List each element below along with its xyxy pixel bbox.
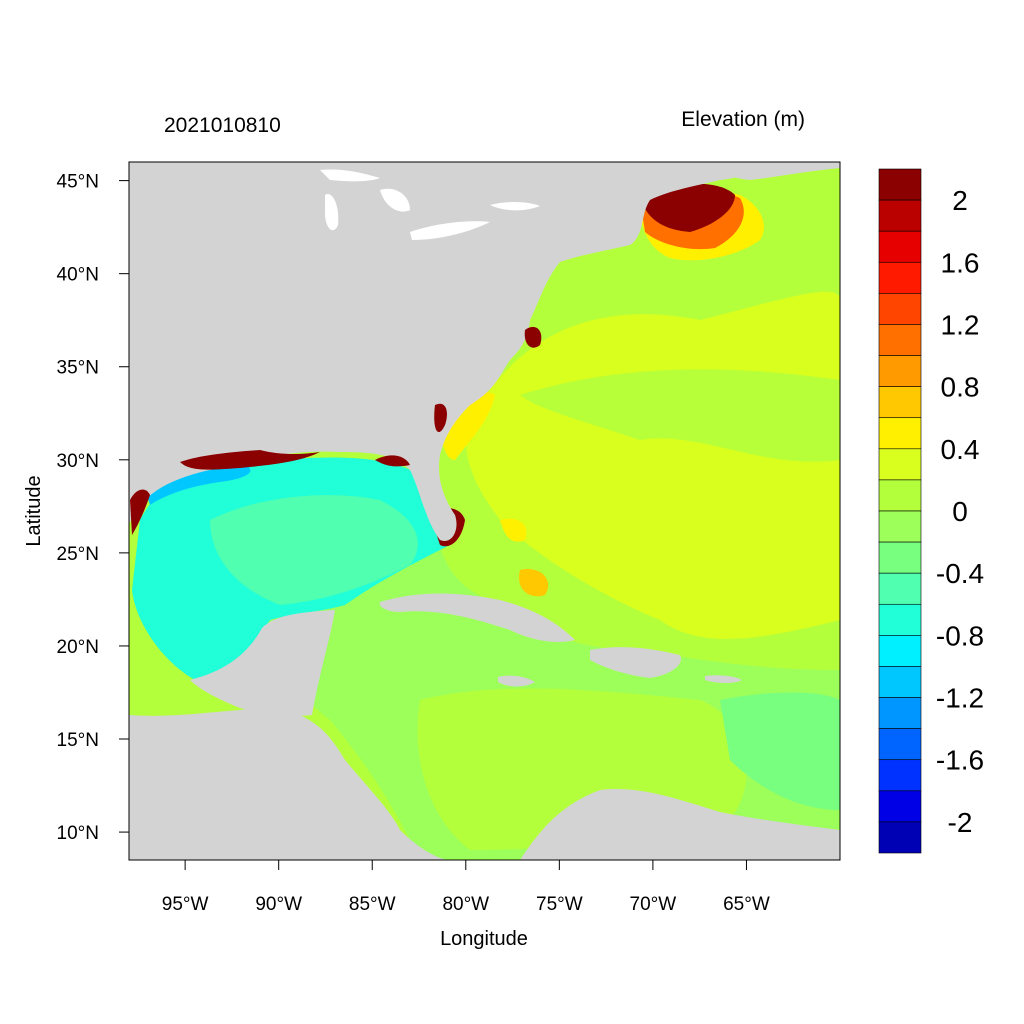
coastal-inundation xyxy=(130,326,542,535)
jamaica-land xyxy=(498,675,535,687)
bahamas-bank-positive xyxy=(519,569,549,597)
colorbar-swatch xyxy=(878,697,922,729)
x-axis-title: Longitude xyxy=(440,928,528,950)
y-tick-label: 35°N xyxy=(57,358,99,379)
colorbar-swatch xyxy=(878,572,922,605)
gulf-coast-inundation xyxy=(180,450,320,470)
lake-huron xyxy=(380,188,410,212)
colorbar-swatch xyxy=(878,417,922,450)
lake-erie xyxy=(410,221,490,240)
colorbar-swatch xyxy=(878,728,922,761)
colorbar-swatch xyxy=(878,510,922,543)
y-axis-ticks: 45°N 40°N 35°N 30°N 25°N 20°N 15°N 10°N xyxy=(57,172,129,844)
colorbar-swatch xyxy=(878,821,922,854)
colorbar-swatch xyxy=(878,666,922,698)
lake-michigan xyxy=(325,194,339,231)
y-tick-label: 40°N xyxy=(57,265,99,286)
atlantic-band xyxy=(520,369,840,462)
colorbar-swatch xyxy=(878,293,922,325)
colorbar-swatch xyxy=(878,355,922,387)
x-tick-label: 95°W xyxy=(162,894,209,915)
eastern-caribbean-zone xyxy=(720,692,840,810)
y-tick-label: 30°N xyxy=(57,451,99,472)
colorbar-swatch xyxy=(878,261,922,294)
colorbar-swatch xyxy=(878,603,922,636)
map-plot-area xyxy=(129,162,840,860)
southeast-coast-inundation xyxy=(434,403,447,433)
colorbar-swatch xyxy=(878,541,922,574)
bahamas-positive xyxy=(500,518,527,542)
gulf-of-maine-core xyxy=(640,183,735,232)
timestamp-title: 2021010810 xyxy=(164,114,281,137)
central-america-land xyxy=(129,705,450,860)
x-tick-label: 70°W xyxy=(630,894,677,915)
colorbar-swatch xyxy=(878,168,922,201)
y-tick-label: 10°N xyxy=(57,823,99,844)
colorbar-swatch xyxy=(878,230,922,263)
colorbar-swatch xyxy=(878,790,922,823)
maritimes-land xyxy=(700,162,840,180)
colorbar: 2 1.6 1.2 0.8 0.4 0 -0.4 -0.8 -1.2 -1.6 -2 xyxy=(878,168,984,854)
colorbar-swatch xyxy=(878,199,922,232)
x-tick-label: 65°W xyxy=(723,894,770,915)
x-axis-ticks: 95°W 90°W 85°W 80°W 75°W 70°W 65°W xyxy=(162,860,770,915)
colorbar-label: -0.8 xyxy=(936,620,984,651)
colorbar-swatch xyxy=(878,759,922,792)
y-tick-label: 45°N xyxy=(57,172,99,193)
florida-panhandle-inundation xyxy=(375,455,410,467)
cuba-land xyxy=(379,593,575,642)
colorbar-swatch xyxy=(878,386,922,419)
y-tick-label: 15°N xyxy=(57,730,99,751)
y-tick-label: 20°N xyxy=(57,637,99,658)
great-lakes xyxy=(320,169,540,240)
variable-title: Elevation (m) xyxy=(681,108,805,131)
colorbar-label: 0.8 xyxy=(941,372,980,403)
land-masses xyxy=(129,162,840,860)
gulf-central-zone xyxy=(210,495,418,605)
colorbar-label: 0 xyxy=(952,496,968,527)
colorbar-label: 2 xyxy=(952,185,968,216)
colorbar-label: 0.4 xyxy=(941,434,980,465)
colorbar-swatch xyxy=(878,479,922,512)
lake-ontario xyxy=(490,202,540,211)
x-tick-label: 75°W xyxy=(536,894,583,915)
north-america-land xyxy=(129,162,760,541)
colorbar-swatch xyxy=(878,635,922,667)
puerto-rico-land xyxy=(705,675,742,683)
x-tick-label: 85°W xyxy=(349,894,396,915)
gulf-coastal-negative xyxy=(145,462,251,505)
colorbar-swatch xyxy=(878,324,922,356)
colorbar-label: 1.6 xyxy=(941,247,980,278)
y-axis-title: Latitude xyxy=(23,475,45,546)
chesapeake-inundation xyxy=(524,326,542,348)
yucatan-land xyxy=(190,610,335,716)
x-tick-label: 90°W xyxy=(255,894,302,915)
colorbar-label: -1.2 xyxy=(936,683,984,714)
colorbar-label: -1.6 xyxy=(936,745,984,776)
plot-frame xyxy=(128,161,841,861)
colorbar-label: 1.2 xyxy=(941,309,980,340)
south-america-land xyxy=(520,789,840,860)
colorbar-label: -2 xyxy=(948,807,973,838)
texas-coast-inundation xyxy=(130,489,150,535)
colorbar-label: -0.4 xyxy=(936,558,984,589)
colorbar-swatch xyxy=(878,448,922,481)
y-tick-label: 25°N xyxy=(57,544,99,565)
x-tick-label: 80°W xyxy=(442,894,489,915)
lake-superior xyxy=(320,169,380,182)
hispaniola-land xyxy=(590,647,681,678)
